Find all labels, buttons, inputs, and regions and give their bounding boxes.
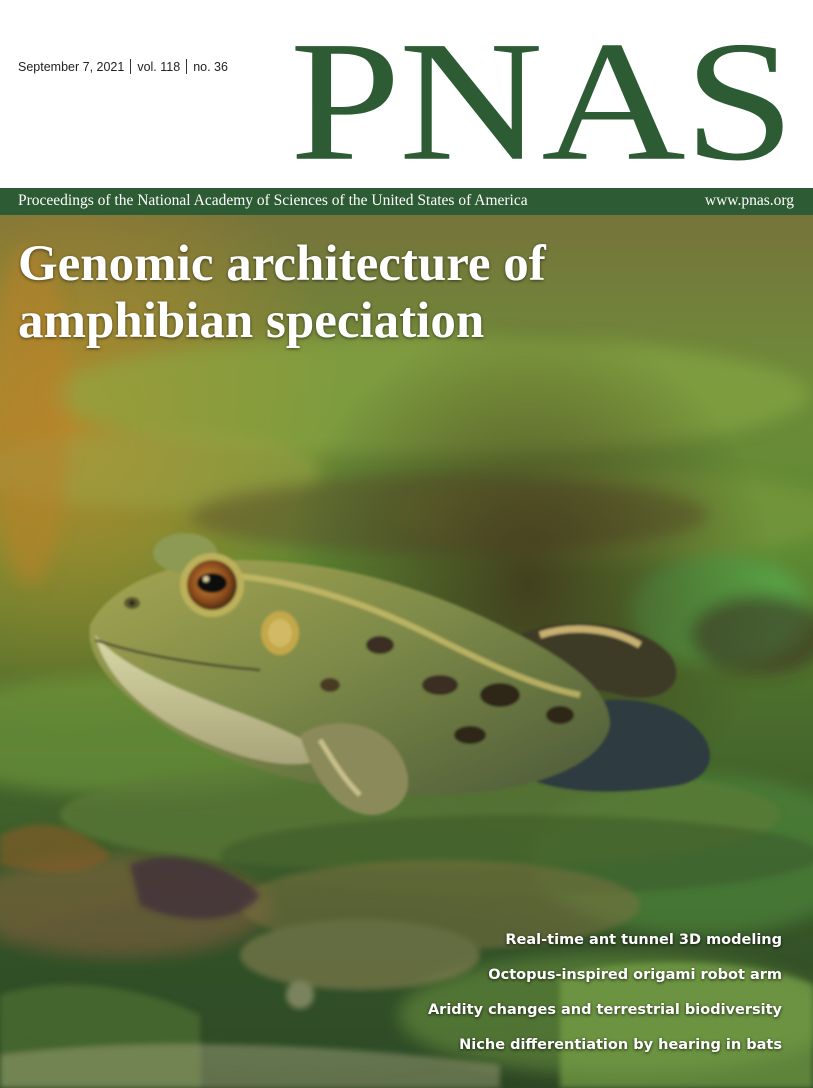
journal-full-name: Proceedings of the National Academy of S…: [18, 192, 528, 209]
headline-line-1: Genomic architecture of: [18, 236, 546, 292]
masthead: September 7, 2021 vol. 118 no. 36 PNAS: [0, 0, 813, 188]
cover-photo: [0, 215, 813, 1088]
headline-line-2: amphibian speciation: [18, 293, 485, 349]
pnas-logo: PNAS: [289, 6, 795, 197]
cover-headline: Genomic architecture of amphibian specia…: [18, 236, 658, 350]
issue-info: September 7, 2021 vol. 118 no. 36: [18, 59, 228, 74]
teaser-item: Niche differentiation by hearing in bats: [459, 1037, 782, 1053]
teaser-item: Octopus-inspired origami robot arm: [488, 967, 782, 983]
journal-title-bar: Proceedings of the National Academy of S…: [0, 188, 813, 215]
teaser-item: Aridity changes and terrestrial biodiver…: [427, 1002, 782, 1018]
issue-divider: [186, 59, 188, 74]
journal-website: www.pnas.org: [704, 192, 794, 209]
cover-teasers: Real-time ant tunnel 3D modeling Octopus…: [428, 932, 782, 1072]
issue-divider: [130, 59, 132, 74]
teaser-item: Real-time ant tunnel 3D modeling: [505, 932, 782, 948]
issue-number: no. 36: [193, 60, 228, 74]
issue-date: September 7, 2021: [18, 60, 125, 74]
issue-volume: vol. 118: [137, 60, 181, 74]
